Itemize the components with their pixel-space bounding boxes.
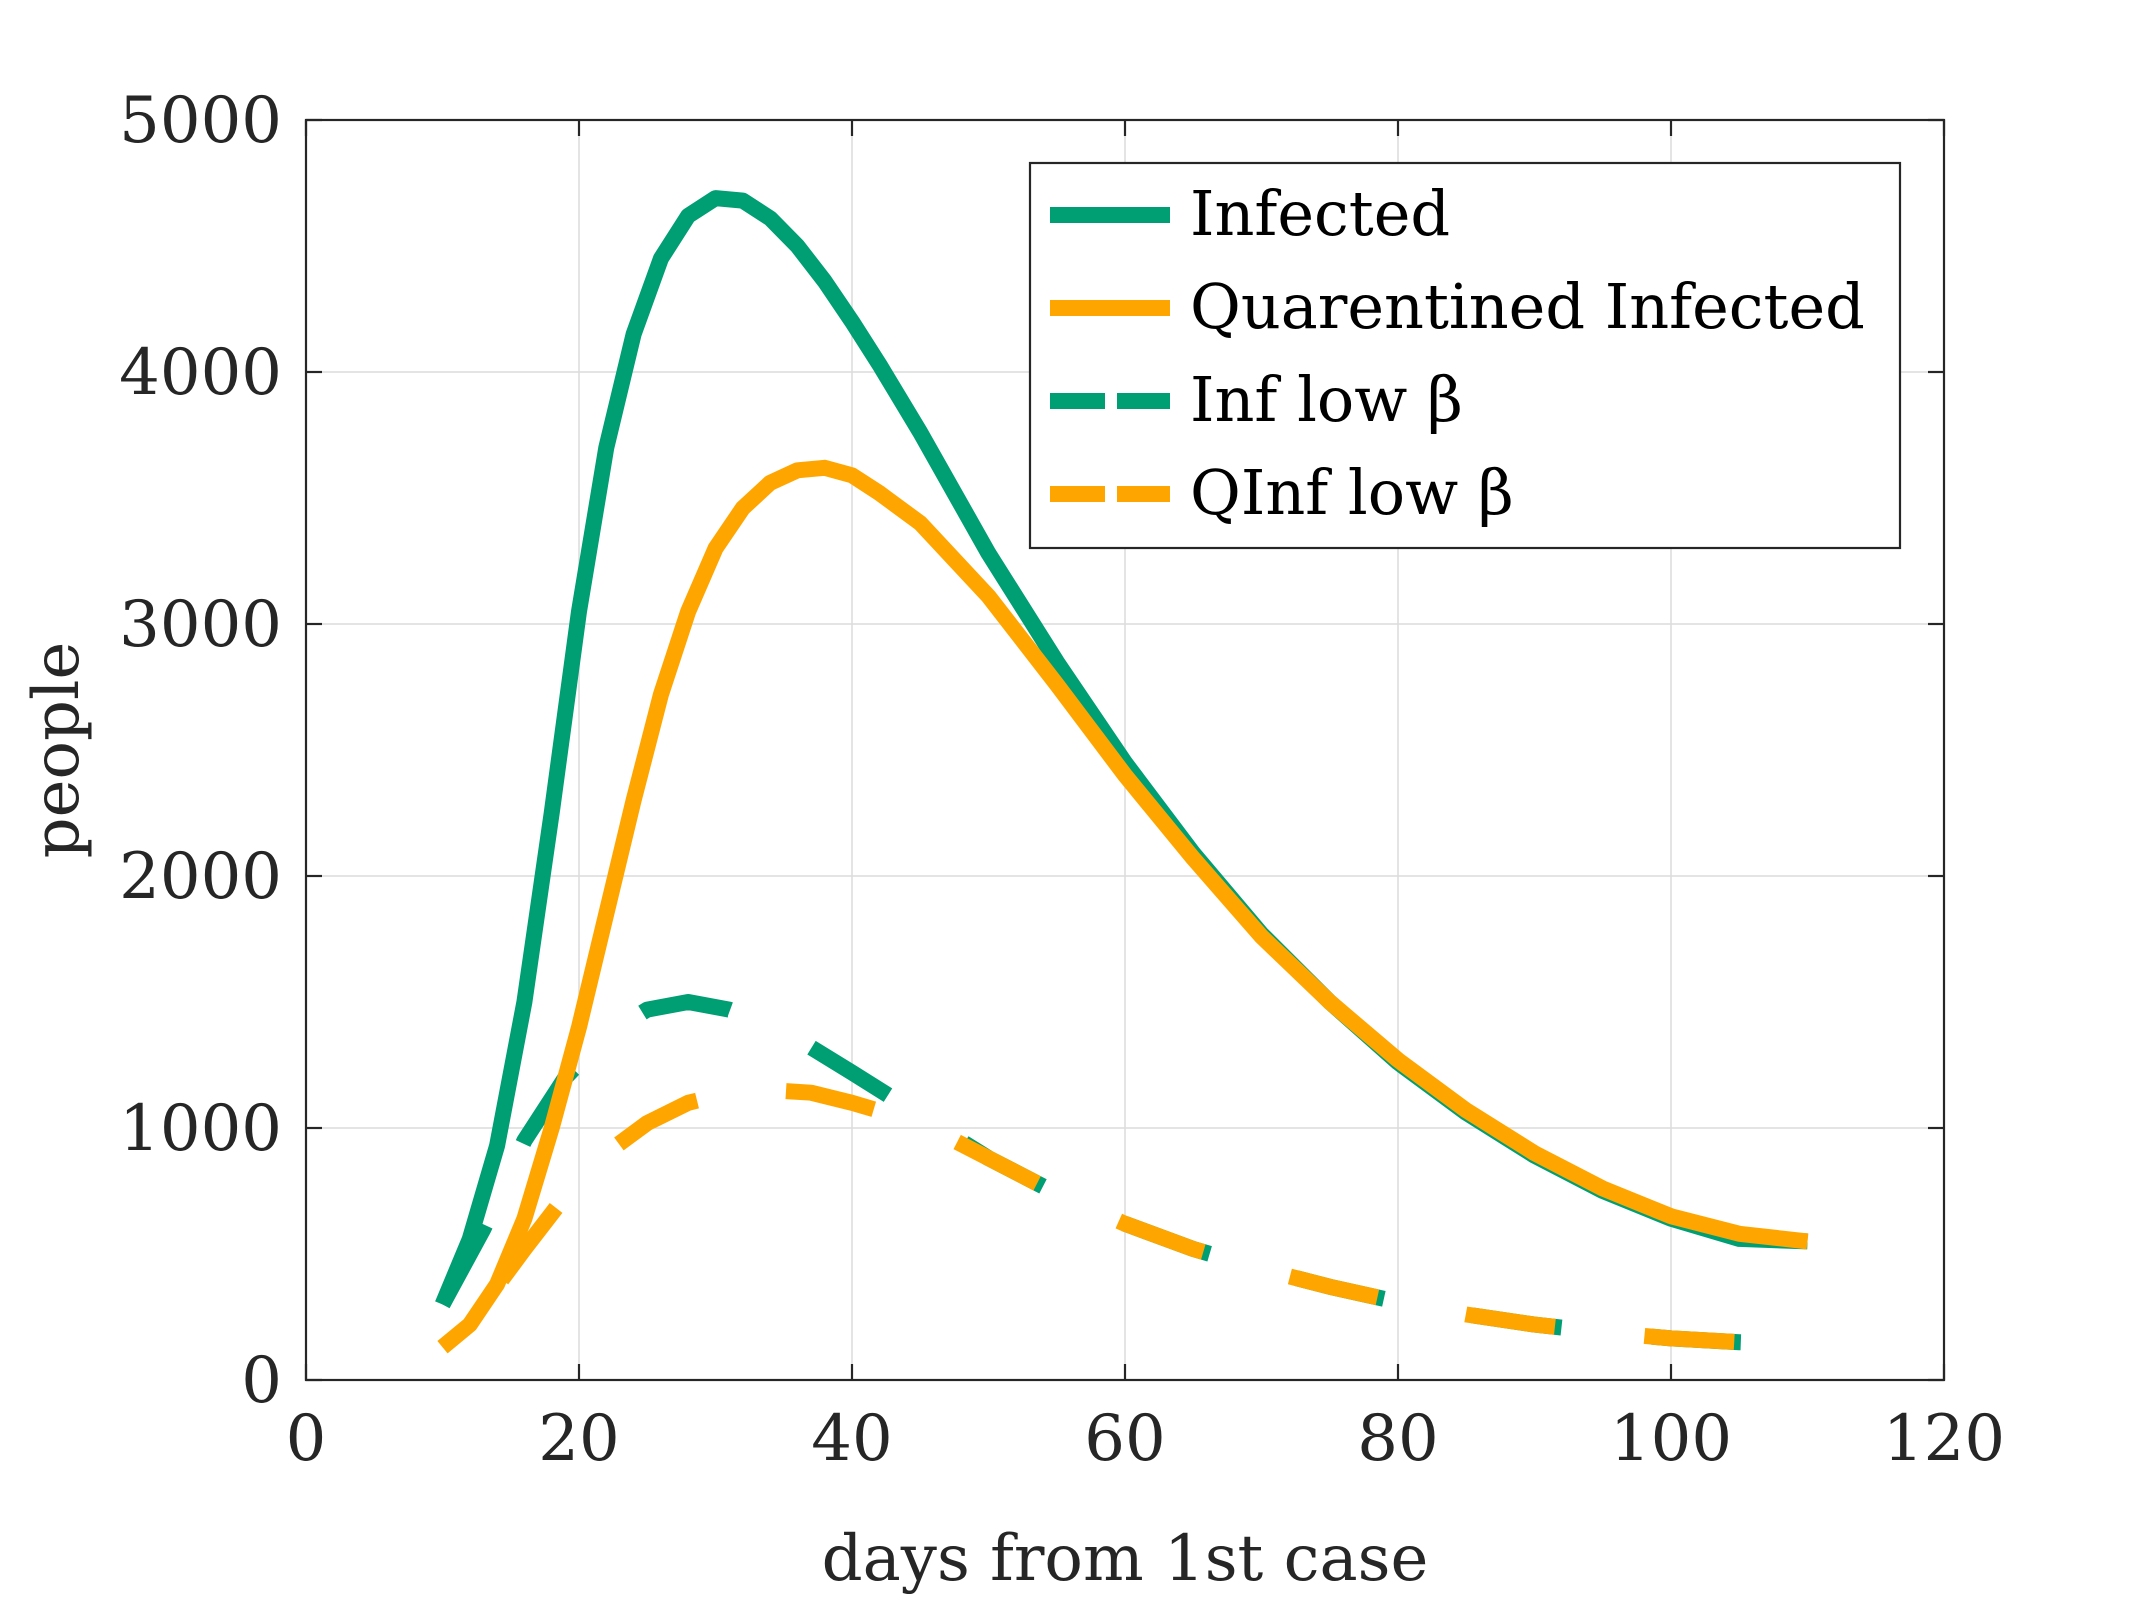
x-tick-label: 80 xyxy=(1357,1402,1438,1476)
y-tick-label: 2000 xyxy=(119,840,282,914)
legend-box xyxy=(1028,161,1902,550)
x-tick-label: 20 xyxy=(538,1402,619,1476)
legend-label-4: QInf low β xyxy=(1190,456,1514,529)
y-tick-label: 3000 xyxy=(119,588,282,662)
y-tick-label: 4000 xyxy=(119,336,282,410)
legend: Infected Quarentined Infected Inf low β QIn… xyxy=(1028,161,1902,550)
series-line-4 xyxy=(436,1082,1808,1353)
y-tick-label: 1000 xyxy=(119,1092,282,1166)
series-line-2 xyxy=(437,459,1809,1354)
tick-labels: 0 20 40 60 80 100 120 0 1000 2000 3000 4000 5000 xyxy=(119,84,2005,1476)
y-axis-label: people xyxy=(20,642,94,859)
legend-label-3: Inf low β xyxy=(1190,363,1463,436)
legend-label-2: Quarentined Infected xyxy=(1190,270,1865,343)
x-tick-label: 100 xyxy=(1610,1402,1732,1476)
legend-label-1: Infected xyxy=(1190,177,1450,250)
y-tick-label: 5000 xyxy=(119,84,282,158)
x-axis-label: days from 1st case xyxy=(822,1522,1429,1596)
series-layer xyxy=(435,190,1809,1354)
x-tick-label: 0 xyxy=(286,1402,327,1476)
x-tick-label: 60 xyxy=(1084,1402,1165,1476)
x-tick-label: 40 xyxy=(811,1402,892,1476)
y-tick-label: 0 xyxy=(241,1344,282,1418)
x-tick-label: 120 xyxy=(1883,1402,2005,1476)
axis-ticks xyxy=(304,118,1946,1382)
